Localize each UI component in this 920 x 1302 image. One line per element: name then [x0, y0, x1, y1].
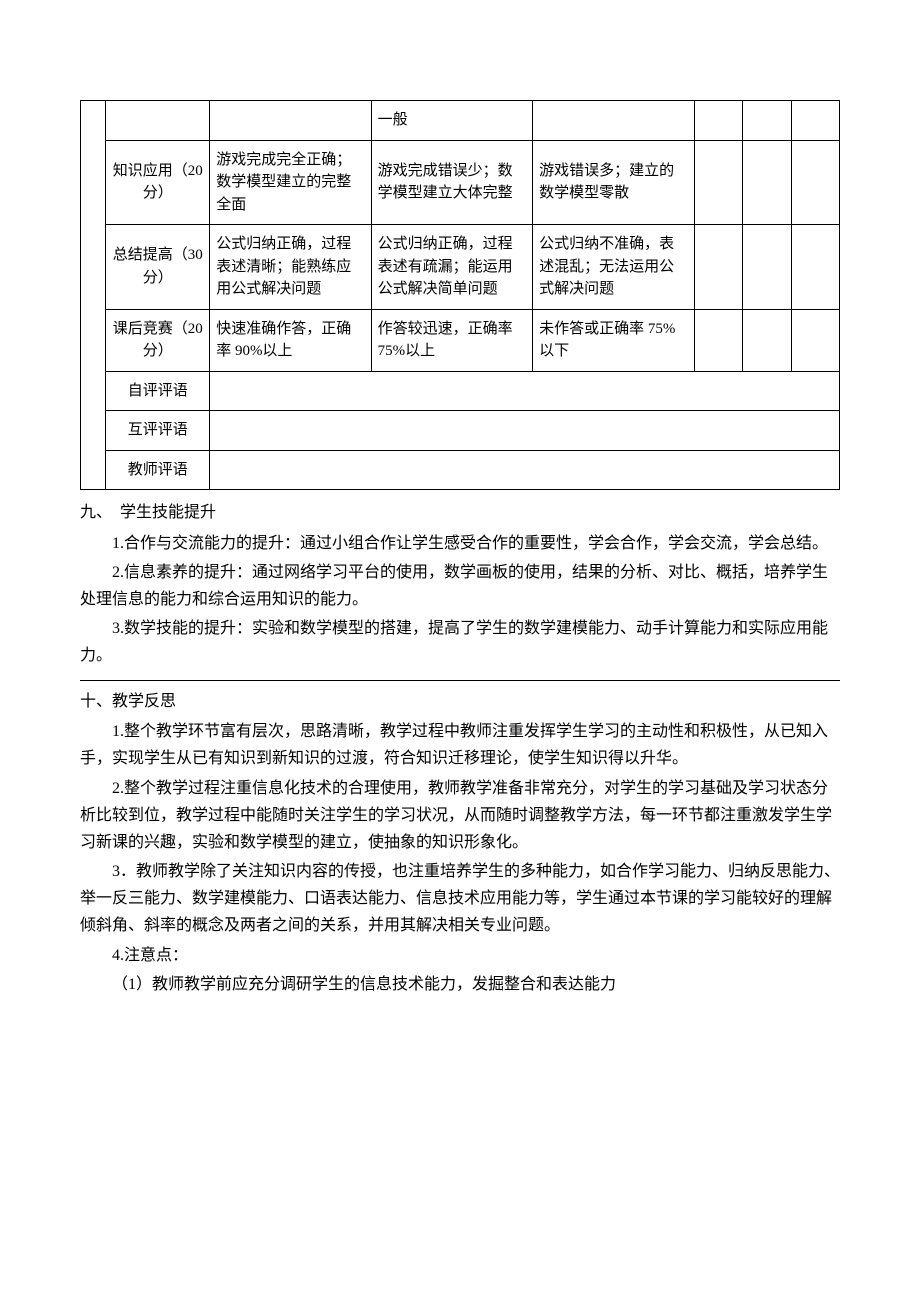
table-row: 互评评语 — [81, 411, 840, 451]
criteria-cell: 公式归纳正确，过程表述清晰；能熟练应用公式解决问题 — [210, 225, 371, 310]
body-paragraph: 2.信息素养的提升：通过网络学习平台的使用，数学画板的使用，结果的分析、对比、概… — [80, 559, 840, 613]
criteria-cell: 游戏错误多；建立的数学模型零散 — [533, 140, 694, 225]
body-paragraph: 1.合作与交流能力的提升：通过小组合作让学生感受合作的重要性，学会合作，学会交流… — [80, 530, 840, 557]
criteria-cell: 作答较迅速，正确率 75%以上 — [371, 309, 532, 371]
row-label: 总结提高（30 分） — [106, 225, 210, 310]
row-label: 教师评语 — [106, 450, 210, 490]
table-side-cell — [81, 101, 106, 490]
criteria-cell: 公式归纳正确，过程表述有疏漏；能运用公式解决简单问题 — [371, 225, 532, 310]
comment-cell — [210, 450, 840, 490]
criteria-cell: 公式归纳不准确，表述混乱；无法运用公式解决问题 — [533, 225, 694, 310]
criteria-cell: 游戏完成完全正确；数学模型建立的完整全面 — [210, 140, 371, 225]
score-cell — [694, 225, 742, 310]
body-paragraph: 3.数学技能的提升：实验和数学模型的搭建，提高了学生的数学建模能力、动手计算能力… — [80, 615, 840, 669]
table-row: 自评评语 — [81, 371, 840, 411]
score-cell — [791, 101, 839, 141]
criteria-cell: 一般 — [371, 101, 532, 141]
criteria-cell: 未作答或正确率 75%以下 — [533, 309, 694, 371]
section-divider — [80, 680, 840, 681]
comment-cell — [210, 371, 840, 411]
evaluation-table: 一般 知识应用（20 分） 游戏完成完全正确；数学模型建立的完整全面 游戏完成错… — [80, 100, 840, 490]
score-cell — [743, 140, 791, 225]
table-row: 一般 — [81, 101, 840, 141]
score-cell — [694, 101, 742, 141]
row-label — [106, 101, 210, 141]
row-label: 互评评语 — [106, 411, 210, 451]
score-cell — [791, 140, 839, 225]
row-label: 知识应用（20 分） — [106, 140, 210, 225]
table-row: 总结提高（30 分） 公式归纳正确，过程表述清晰；能熟练应用公式解决问题 公式归… — [81, 225, 840, 310]
score-cell — [694, 140, 742, 225]
table-row: 教师评语 — [81, 450, 840, 490]
body-paragraph: 3．教师教学除了关注知识内容的传授，也注重培养学生的多种能力，如合作学习能力、归… — [80, 858, 840, 940]
body-paragraph: （1）教师教学前应充分调研学生的信息技术能力，发掘整合和表达能力 — [80, 971, 840, 998]
score-cell — [743, 225, 791, 310]
score-cell — [743, 309, 791, 371]
body-paragraph: 1.整个教学环节富有层次，思路清晰，教学过程中教师注重发挥学生学习的主动性和积极… — [80, 718, 840, 772]
score-cell — [791, 225, 839, 310]
score-cell — [791, 309, 839, 371]
score-cell — [743, 101, 791, 141]
criteria-cell — [533, 101, 694, 141]
row-label: 课后竞赛（20 分） — [106, 309, 210, 371]
comment-cell — [210, 411, 840, 451]
section-heading: 九、 学生技能提升 — [80, 500, 840, 526]
criteria-cell — [210, 101, 371, 141]
section-heading: 十、教学反思 — [80, 689, 840, 715]
criteria-cell: 游戏完成错误少；数学模型建立大体完整 — [371, 140, 532, 225]
criteria-cell: 快速准确作答，正确率 90%以上 — [210, 309, 371, 371]
body-paragraph: 4.注意点： — [80, 942, 840, 969]
row-label: 自评评语 — [106, 371, 210, 411]
table-row: 知识应用（20 分） 游戏完成完全正确；数学模型建立的完整全面 游戏完成错误少；… — [81, 140, 840, 225]
score-cell — [694, 309, 742, 371]
table-row: 课后竞赛（20 分） 快速准确作答，正确率 90%以上 作答较迅速，正确率 75… — [81, 309, 840, 371]
body-paragraph: 2.整个教学过程注重信息化技术的合理使用，教师教学准备非常充分，对学生的学习基础… — [80, 775, 840, 857]
